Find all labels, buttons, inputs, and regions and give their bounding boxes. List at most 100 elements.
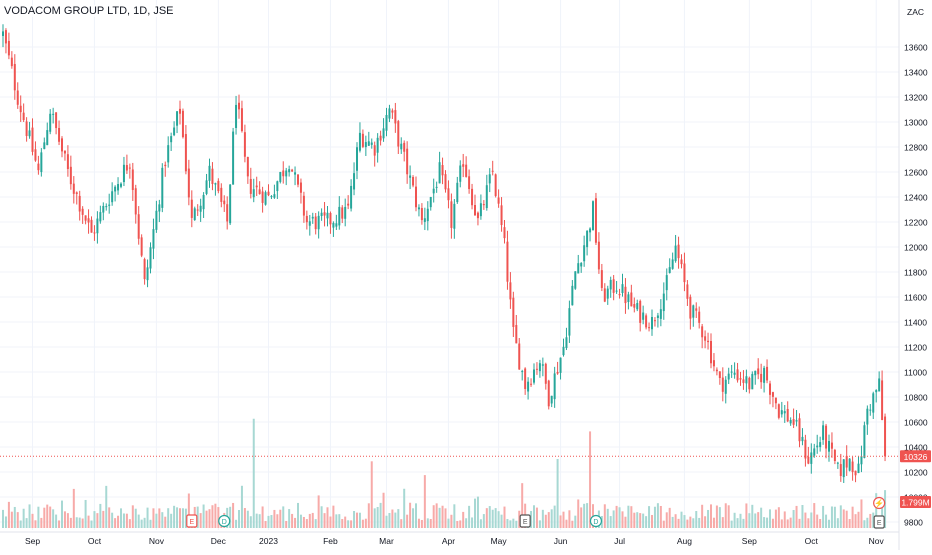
volume-bar [397, 509, 400, 528]
volume-bar [456, 521, 459, 528]
candle-body [120, 183, 122, 187]
volume-bar [485, 508, 488, 528]
candle-body [825, 425, 828, 449]
volume-bar [202, 504, 205, 528]
volume-bar [615, 505, 618, 528]
volume-bar [712, 517, 715, 528]
candle-body [143, 259, 146, 280]
volume-bar [701, 504, 704, 528]
candle-body [692, 305, 695, 318]
candle-body [367, 141, 370, 146]
candle-body [763, 367, 766, 383]
candle-body [438, 162, 441, 184]
candle-body [819, 442, 822, 448]
volume-bar [273, 509, 276, 528]
candle-body [653, 320, 656, 322]
candle-body [686, 284, 689, 299]
candle-body [55, 112, 58, 129]
volume-bar [816, 514, 819, 528]
candle-body [155, 210, 158, 230]
volume-bar [341, 519, 344, 528]
candle-body [46, 130, 49, 146]
volume-bar [311, 512, 314, 528]
candle-body [589, 228, 592, 233]
volume-bar [217, 507, 220, 528]
volume-bar [618, 507, 621, 528]
candle-body [329, 212, 332, 225]
volume-bar [255, 513, 258, 528]
candle-body [618, 294, 621, 296]
candle-body [10, 57, 13, 67]
candle-body [651, 316, 653, 330]
candle-body [294, 172, 297, 175]
volume-bar [583, 503, 586, 528]
candle-body [146, 267, 149, 281]
y-tick-label: 13600 [904, 43, 928, 53]
candle-body [338, 206, 341, 226]
y-tick-label: 9800 [904, 518, 923, 528]
volume-bar [335, 514, 338, 528]
candle-body [52, 113, 55, 115]
volume-bar [69, 517, 72, 528]
volume-bar [81, 518, 84, 528]
candle-body [695, 308, 698, 311]
candle-body [406, 148, 409, 175]
candle-body [851, 461, 854, 473]
candle-body [267, 191, 270, 196]
volume-bar [238, 510, 240, 528]
volume-bar [16, 512, 19, 528]
candle-body [208, 165, 211, 181]
candle-body [742, 379, 745, 383]
volume-bar [518, 510, 521, 528]
volume-bar [149, 519, 152, 528]
volume-bar [553, 505, 556, 528]
volume-bar [471, 517, 474, 528]
volume-bar [267, 515, 270, 528]
volume-bar [624, 516, 627, 528]
volume-bar [819, 518, 822, 528]
volume-bar [146, 507, 149, 528]
candle-body [273, 194, 276, 198]
volume-bar [497, 511, 500, 528]
volume-bar [435, 503, 438, 528]
candle-body [659, 309, 662, 319]
candle-body [751, 373, 754, 390]
candle-body [521, 371, 524, 373]
candle-body [733, 372, 736, 375]
earnings-badge [186, 514, 198, 528]
candle-body [674, 245, 677, 262]
candle-body [780, 410, 783, 415]
volume-bar [854, 514, 857, 528]
candle-body [388, 108, 391, 119]
volume-bar [429, 518, 432, 528]
candle-body [409, 175, 412, 178]
candle-body [28, 130, 31, 137]
volume-bar [774, 509, 777, 528]
candle-body [49, 113, 52, 132]
candle-body [417, 207, 420, 210]
candle-body [476, 212, 479, 219]
y-tick-label: 11200 [904, 343, 927, 353]
candle-body [87, 218, 90, 223]
volume-bar [512, 518, 515, 528]
volume-bar [258, 514, 261, 528]
candle-body [491, 170, 494, 172]
volume-bar [724, 503, 727, 528]
volume-bar [66, 513, 69, 528]
volume-bar [305, 519, 308, 528]
volume-bar [361, 519, 364, 528]
candle-body [727, 373, 730, 380]
volume-bar [822, 505, 825, 528]
volume-bar [317, 495, 320, 528]
candle-body [102, 205, 105, 213]
volume-bar [863, 520, 866, 528]
volume-bar [252, 418, 255, 528]
candle-body [63, 150, 66, 154]
candle-body [562, 346, 565, 356]
candle-body [665, 275, 668, 291]
candle-body [279, 171, 282, 182]
candle-body [276, 181, 279, 192]
volume-bar [105, 485, 108, 528]
